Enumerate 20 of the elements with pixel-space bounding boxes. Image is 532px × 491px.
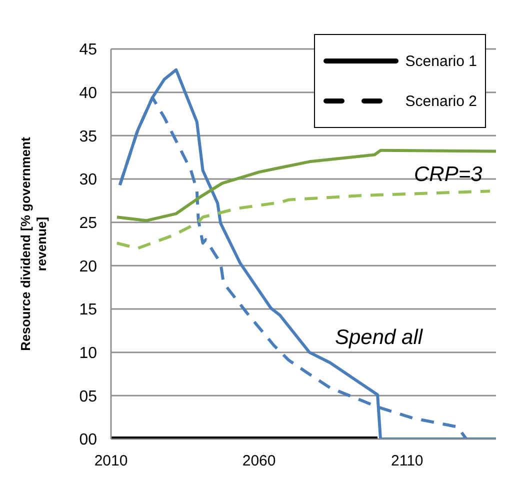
x-tick-label: 2110: [391, 452, 424, 470]
legend-label: Scenario 2: [405, 92, 477, 110]
y-tick-label: 10: [79, 345, 98, 362]
y-tick-label: 00: [79, 432, 98, 449]
y-tick-label: 05: [79, 388, 98, 406]
y-tick-label: 35: [79, 128, 98, 146]
x-tick-label: 2010: [94, 452, 128, 470]
line-series: [115, 190, 492, 250]
y-axis-title: Resource dividend [% government revenue]: [18, 136, 49, 351]
y-tick-label: 45: [79, 42, 98, 59]
annotation: Spend all: [335, 326, 423, 350]
y-tick-label: 15: [79, 302, 98, 319]
annotation: CRP=3: [414, 163, 482, 187]
x-tick-label: 2060: [242, 452, 276, 470]
line-series: [115, 148, 496, 222]
y-tick-label: 30: [79, 172, 98, 189]
y-tick-label: 40: [79, 85, 98, 102]
y-tick-label: 20: [79, 258, 98, 276]
y-tick-label: 25: [79, 215, 98, 232]
legend-label: Scenario 1: [405, 52, 477, 70]
